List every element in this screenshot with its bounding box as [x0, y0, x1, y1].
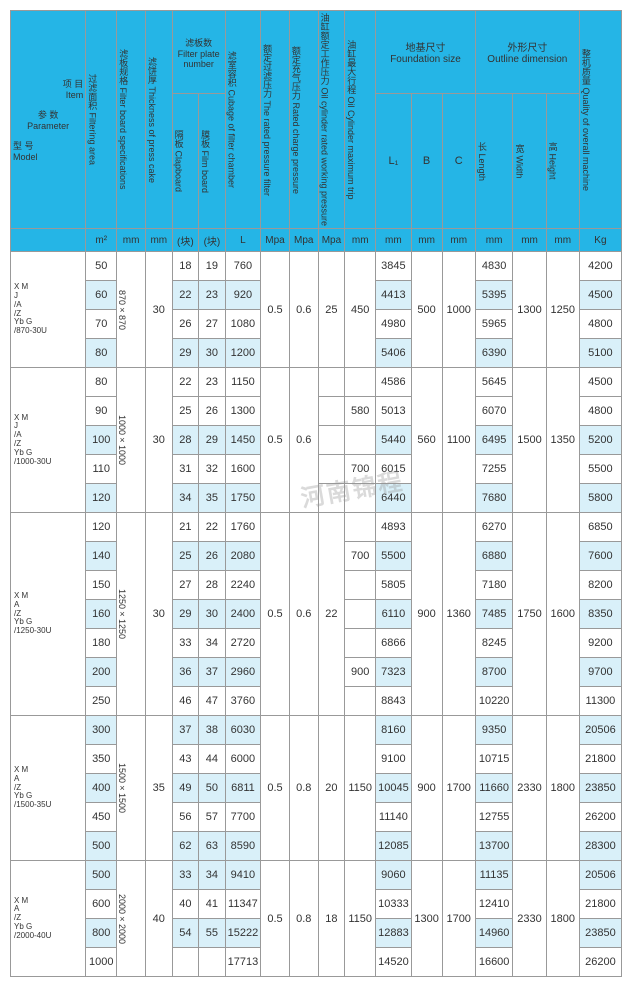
- model-cell: X MA/Z Yb G/1500-35U: [11, 716, 86, 861]
- table-row: X MA/Z Yb G/2000-40U5002000×200040333494…: [11, 861, 622, 890]
- table-row: X MA/Z Yb G/1250-30U1201250×125030212217…: [11, 513, 622, 542]
- table-row: X MJ/A/Z Yb G/870-30U50870×8703018197600…: [11, 252, 622, 281]
- model-cell: X MA/Z Yb G/1250-30U: [11, 513, 86, 716]
- model-cell: X MA/Z Yb G/2000-40U: [11, 861, 86, 977]
- table-row: X MA/Z Yb G/1500-35U3001500×150035373860…: [11, 716, 622, 745]
- table-row: X MJ/A/Z Yb G/1000-30U801000×10003022231…: [11, 368, 622, 397]
- filter-press-spec-table: 项 目Item参 数Parameter型 号Model过滤面积 Filterin…: [10, 10, 622, 977]
- model-cell: X MJ/A/Z Yb G/870-30U: [11, 252, 86, 368]
- model-cell: X MJ/A/Z Yb G/1000-30U: [11, 368, 86, 513]
